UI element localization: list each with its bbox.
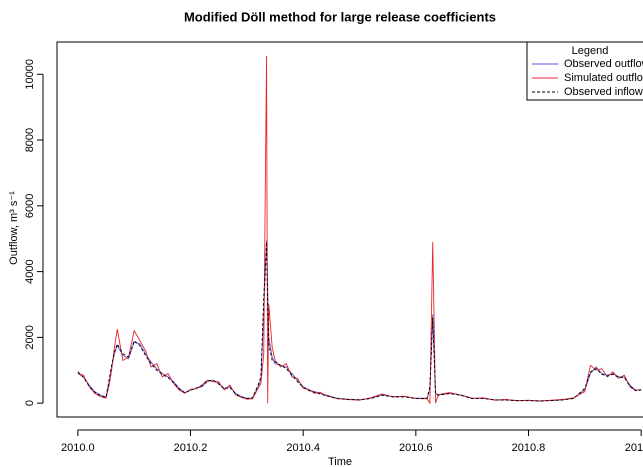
y-tick-label: 0 bbox=[24, 400, 36, 406]
x-tick-label: 2011.0 bbox=[625, 442, 643, 454]
y-tick-label: 2000 bbox=[24, 325, 36, 349]
y-axis-label: Outflow, m³ s⁻¹ bbox=[8, 191, 20, 265]
plot-box bbox=[56, 41, 643, 418]
y-tick-label: 4000 bbox=[24, 259, 36, 283]
legend-label: Simulated outflow bbox=[564, 72, 643, 84]
x-tick-label: 2010.4 bbox=[286, 442, 320, 454]
y-tick-label: 8000 bbox=[24, 128, 36, 152]
legend-box bbox=[526, 41, 643, 101]
y-tick-label: 6000 bbox=[24, 194, 36, 218]
x-axis-label: Time bbox=[328, 456, 352, 467]
x-tick-label: 2010.0 bbox=[61, 442, 95, 454]
x-tick-label: 2010.8 bbox=[512, 442, 546, 454]
chart-title: Modified Döll method for large release c… bbox=[184, 9, 496, 24]
legend-title: Legend bbox=[572, 45, 609, 57]
y-tick-label: 10000 bbox=[24, 59, 36, 90]
x-tick-label: 2010.2 bbox=[174, 442, 208, 454]
legend-label: Observed outflow bbox=[564, 58, 643, 70]
legend-label: Observed inflow bbox=[564, 86, 643, 98]
series-line bbox=[77, 241, 642, 402]
x-tick-label: 2010.6 bbox=[399, 442, 433, 454]
series-line bbox=[77, 55, 642, 405]
plot-area bbox=[77, 55, 642, 405]
